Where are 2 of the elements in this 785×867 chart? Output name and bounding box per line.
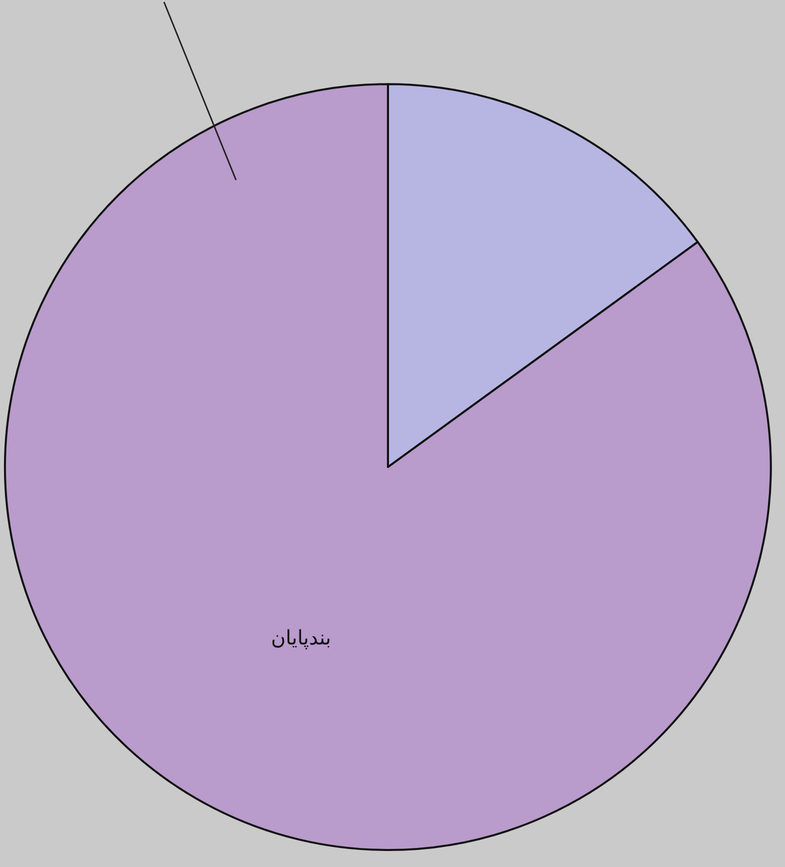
slice-label: بندپایان <box>270 626 332 650</box>
pie-slice <box>4 83 772 851</box>
